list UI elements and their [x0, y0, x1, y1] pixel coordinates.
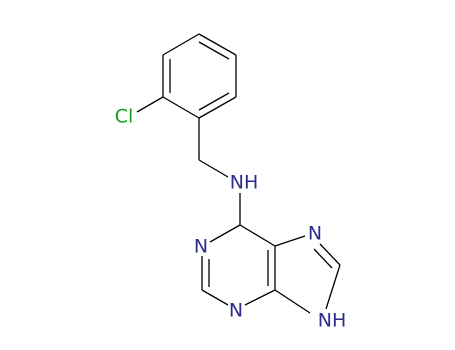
atom-label: Cl [115, 106, 134, 128]
atom-label: NH [230, 172, 259, 194]
atom-label: N [229, 300, 243, 322]
atom-label: N [308, 223, 322, 245]
bonds [136, 33, 341, 314]
atom-label: N [194, 236, 208, 258]
atom-labels: Cl NH N N N NH [115, 106, 347, 332]
atom-label: NH [318, 310, 347, 332]
